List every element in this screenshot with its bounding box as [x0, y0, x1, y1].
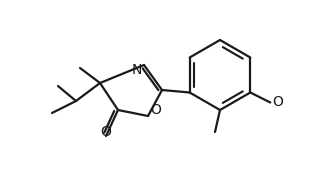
Text: N: N — [132, 63, 142, 77]
Text: O: O — [100, 125, 111, 139]
Text: O: O — [150, 103, 161, 117]
Text: O: O — [272, 95, 283, 109]
